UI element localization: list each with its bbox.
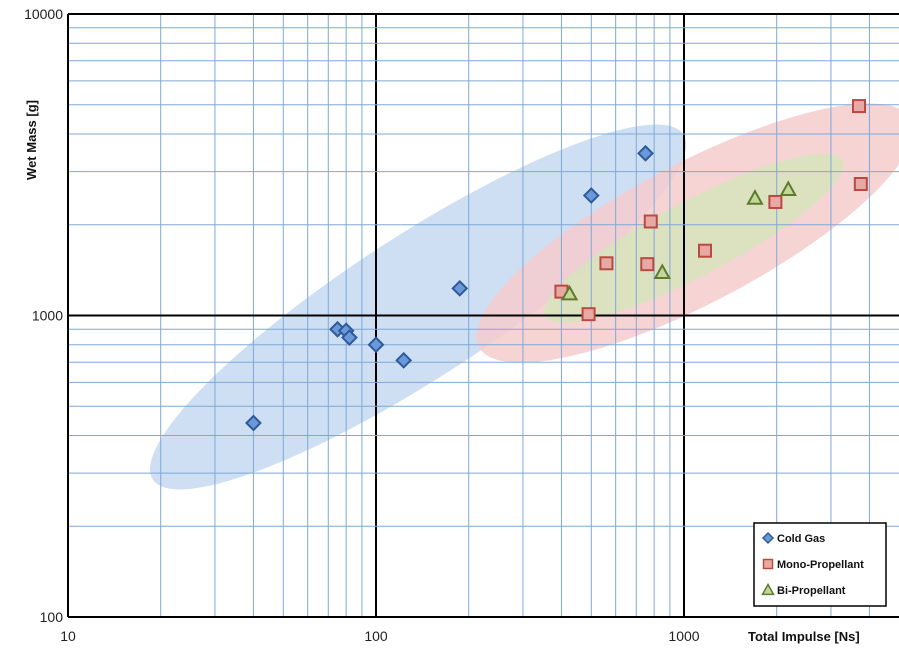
legend-label: Cold Gas — [777, 533, 825, 545]
x-tick-label: 1000 — [668, 628, 699, 644]
legend-marker-mono-propellant — [762, 558, 774, 570]
point-cold-gas — [245, 414, 262, 432]
point-cold-gas — [582, 187, 600, 204]
point-mono-propellant — [599, 256, 614, 271]
point-cold-gas — [367, 336, 385, 354]
point-mono-propellant — [581, 307, 596, 322]
x-tick-label: 100 — [364, 628, 388, 644]
legend-box — [753, 522, 887, 607]
legend: Cold Gas Mono-Propellant Bi-Propellant — [753, 522, 887, 607]
point-mono-propellant — [640, 257, 655, 272]
point-cold-gas — [451, 279, 469, 297]
point-mono-propellant — [698, 243, 713, 258]
legend-label: Mono-Propellant — [777, 559, 864, 571]
y-tick-label: 1000 — [32, 308, 63, 324]
x-tick-label: 10 — [60, 628, 76, 644]
legend-label: Bi-Propellant — [777, 585, 846, 597]
point-cold-gas — [395, 351, 413, 369]
legend-marker-bi-propellant — [761, 582, 775, 596]
tick-labels: 10 100 1000 100 1000 10000 — [24, 6, 700, 644]
y-axis-title: Wet Mass [g] — [24, 100, 39, 180]
point-mono-propellant — [853, 176, 868, 191]
point-mono-propellant — [768, 194, 783, 209]
point-cold-gas — [637, 144, 654, 162]
point-mono-propellant — [852, 99, 867, 114]
point-bi-propellant — [746, 189, 764, 205]
point-bi-propellant — [560, 284, 579, 301]
x-axis-title: Total Impulse [Ns] — [748, 629, 860, 644]
region-cold-gas — [150, 124, 687, 490]
legend-marker-cold-gas — [761, 531, 775, 545]
points-layer — [245, 99, 868, 432]
y-tick-label: 10000 — [24, 6, 63, 22]
point-bi-propellant — [653, 263, 671, 279]
point-cold-gas — [341, 329, 358, 346]
y-tick-label: 100 — [40, 609, 64, 625]
point-bi-propellant — [779, 180, 797, 196]
grid-layer — [67, 13, 899, 618]
point-mono-propellant — [643, 214, 658, 229]
